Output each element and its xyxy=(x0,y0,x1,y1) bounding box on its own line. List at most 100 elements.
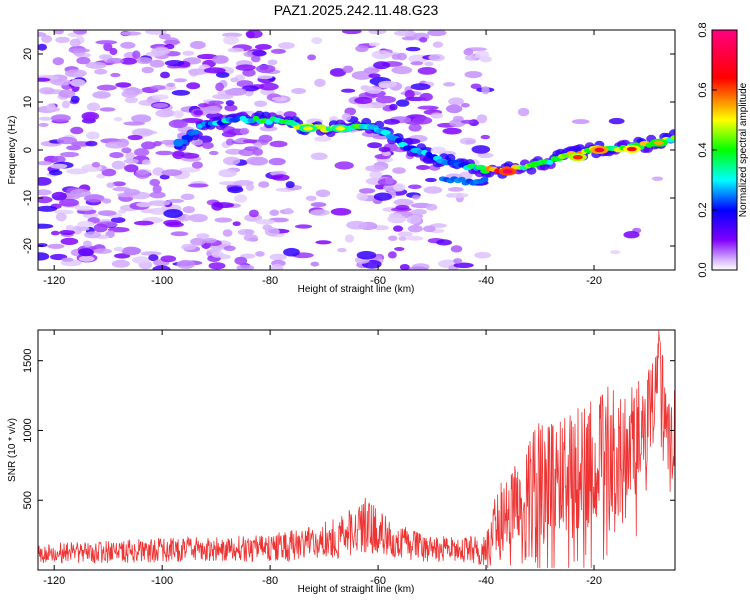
spectrogram-noise-blob xyxy=(161,169,183,177)
spectrogram-noise-blob xyxy=(391,54,402,60)
spectrogram-noise-blob xyxy=(135,169,151,179)
spectrogram-noise-blob xyxy=(314,78,326,87)
spectrogram-noise-blob xyxy=(396,99,410,107)
spectrogram-noise-blob xyxy=(419,37,428,43)
spectrogram-noise-blob xyxy=(188,213,208,223)
spectrogram-noise-blob xyxy=(251,50,267,57)
spectrogram-noise-blob xyxy=(84,194,105,203)
spectrogram-noise-blob xyxy=(149,178,161,187)
spectrogram-noise-blob xyxy=(46,103,56,110)
spectrogram-noise-blob xyxy=(401,36,417,41)
spectrogram-noise-blob xyxy=(337,247,347,253)
spectrogram-noise-blob xyxy=(211,251,224,258)
spectrogram-noise-blob xyxy=(208,100,224,105)
spectrogram-noise-blob xyxy=(98,54,110,60)
spectrogram-noise-blob xyxy=(152,265,171,270)
spectrogram-noise-blob xyxy=(180,193,195,200)
spectrogram-noise-blob xyxy=(407,266,429,270)
spectrogram-noise-blob xyxy=(121,147,132,154)
spectrogram-noise-blob xyxy=(224,104,238,112)
spectrogram-noise-blob xyxy=(393,198,414,206)
spectrogram-noise-blob xyxy=(99,107,116,112)
spectrogram-noise-blob xyxy=(227,47,244,53)
spectrogram-noise-blob xyxy=(430,112,443,119)
spectrogram-noise-blob xyxy=(423,186,443,194)
spectrogram-noise-blob xyxy=(120,41,136,49)
spectrogram-y-tick-label: -20 xyxy=(22,238,34,254)
spectrogram-noise-blob xyxy=(212,93,234,100)
spectrogram-noise-blob xyxy=(51,114,71,122)
spectrogram-noise-blob xyxy=(410,61,424,66)
spectrogram-noise-blob xyxy=(166,82,176,87)
spectrogram-noise-blob xyxy=(111,160,126,170)
spectrogram-noise-blob xyxy=(389,103,398,111)
spectrogram-noise-blob xyxy=(38,189,52,196)
snr-x-label: Height of straight line (km) xyxy=(298,584,415,595)
spectrogram-noise-blob xyxy=(38,252,50,261)
spectrogram-noise-blob xyxy=(330,208,352,216)
spectrogram-noise-blob xyxy=(378,146,391,153)
spectrogram-noise-blob xyxy=(172,110,184,118)
spectrogram-noise-blob xyxy=(77,221,95,227)
spectrogram-noise-blob xyxy=(476,114,488,124)
spectrogram-noise-blob xyxy=(198,103,209,108)
spectrogram-noise-blob xyxy=(651,176,664,181)
spectrogram-noise-blob xyxy=(407,224,423,233)
spectrogram-noise-blob xyxy=(269,209,280,216)
spectrogram-noise-blob xyxy=(447,187,464,192)
spectrogram-hotspot xyxy=(572,155,583,160)
snr-x-tick-label: -20 xyxy=(586,575,602,587)
spectrogram-noise-blob xyxy=(430,146,446,154)
spectrogram-y-tick-label: 20 xyxy=(22,48,34,60)
spectrogram-noise-blob xyxy=(368,42,380,47)
spectrogram-noise-blob xyxy=(218,169,237,178)
spectrogram-noise-blob xyxy=(608,117,625,125)
spectrogram-noise-blob xyxy=(83,113,96,121)
spectrogram-noise-blob xyxy=(270,48,286,54)
spectrogram-noise-blob xyxy=(158,33,171,40)
spectrogram-noise-blob xyxy=(419,92,433,102)
spectrogram-noise-blob xyxy=(105,141,127,149)
snr-y-axis: 500 1000 1500 xyxy=(22,348,675,509)
spectrogram-noise-blob xyxy=(464,71,483,79)
spectrogram-noise-blob xyxy=(369,170,383,179)
spectrogram-noise-blob xyxy=(258,82,279,91)
spectrogram-noise-blob xyxy=(368,73,381,79)
snr-background xyxy=(38,330,675,570)
spectrogram-noise-blob xyxy=(283,247,300,257)
spectrogram-noise-blob xyxy=(196,233,210,239)
spectrogram-noise-blob xyxy=(70,126,84,135)
spectrogram-noise-blob xyxy=(232,221,241,226)
spectrogram-noise-blob xyxy=(215,82,225,92)
spectrogram-noise-blob xyxy=(209,150,219,156)
spectrogram-noise-blob xyxy=(411,209,427,215)
snr-x-tick-label: -60 xyxy=(370,575,386,587)
spectrogram-noise-blob xyxy=(121,90,139,98)
spectrogram-noise-blob xyxy=(149,207,167,215)
figure-title: PAZ1.2025.242.11.48.G23 xyxy=(274,2,439,18)
spectrogram-noise-blob xyxy=(465,139,476,144)
spectrogram-ridge-core xyxy=(475,164,487,170)
spectrogram-noise-blob xyxy=(141,66,154,74)
spectrogram-noise-blob xyxy=(255,219,276,225)
spectrogram-noise-blob xyxy=(68,48,91,53)
spectrogram-noise-blob xyxy=(410,83,431,91)
spectrogram-noise-blob xyxy=(252,148,263,156)
spectrogram-noise-blob xyxy=(268,157,286,166)
spectrogram-noise-blob xyxy=(373,192,392,201)
spectrogram-noise-blob xyxy=(38,161,53,166)
spectrogram-noise-blob xyxy=(341,113,352,121)
spectrogram-noise-blob xyxy=(112,181,126,187)
spectrogram-noise-blob xyxy=(188,68,208,75)
spectrogram-noise-blob xyxy=(163,209,183,218)
spectrogram-noise-blob xyxy=(314,136,332,142)
spectrogram-noise-blob xyxy=(358,188,376,194)
spectrogram-noise-blob xyxy=(38,177,52,186)
spectrogram-noise-blob xyxy=(351,71,373,80)
spectrogram-noise-blob xyxy=(225,138,235,146)
spectrogram-noise-blob xyxy=(463,48,474,56)
spectrogram-noise-blob xyxy=(61,257,74,262)
spectrogram-noise-blob xyxy=(85,140,98,147)
spectrogram-noise-blob xyxy=(78,255,95,262)
spectrogram-noise-blob xyxy=(269,140,288,148)
